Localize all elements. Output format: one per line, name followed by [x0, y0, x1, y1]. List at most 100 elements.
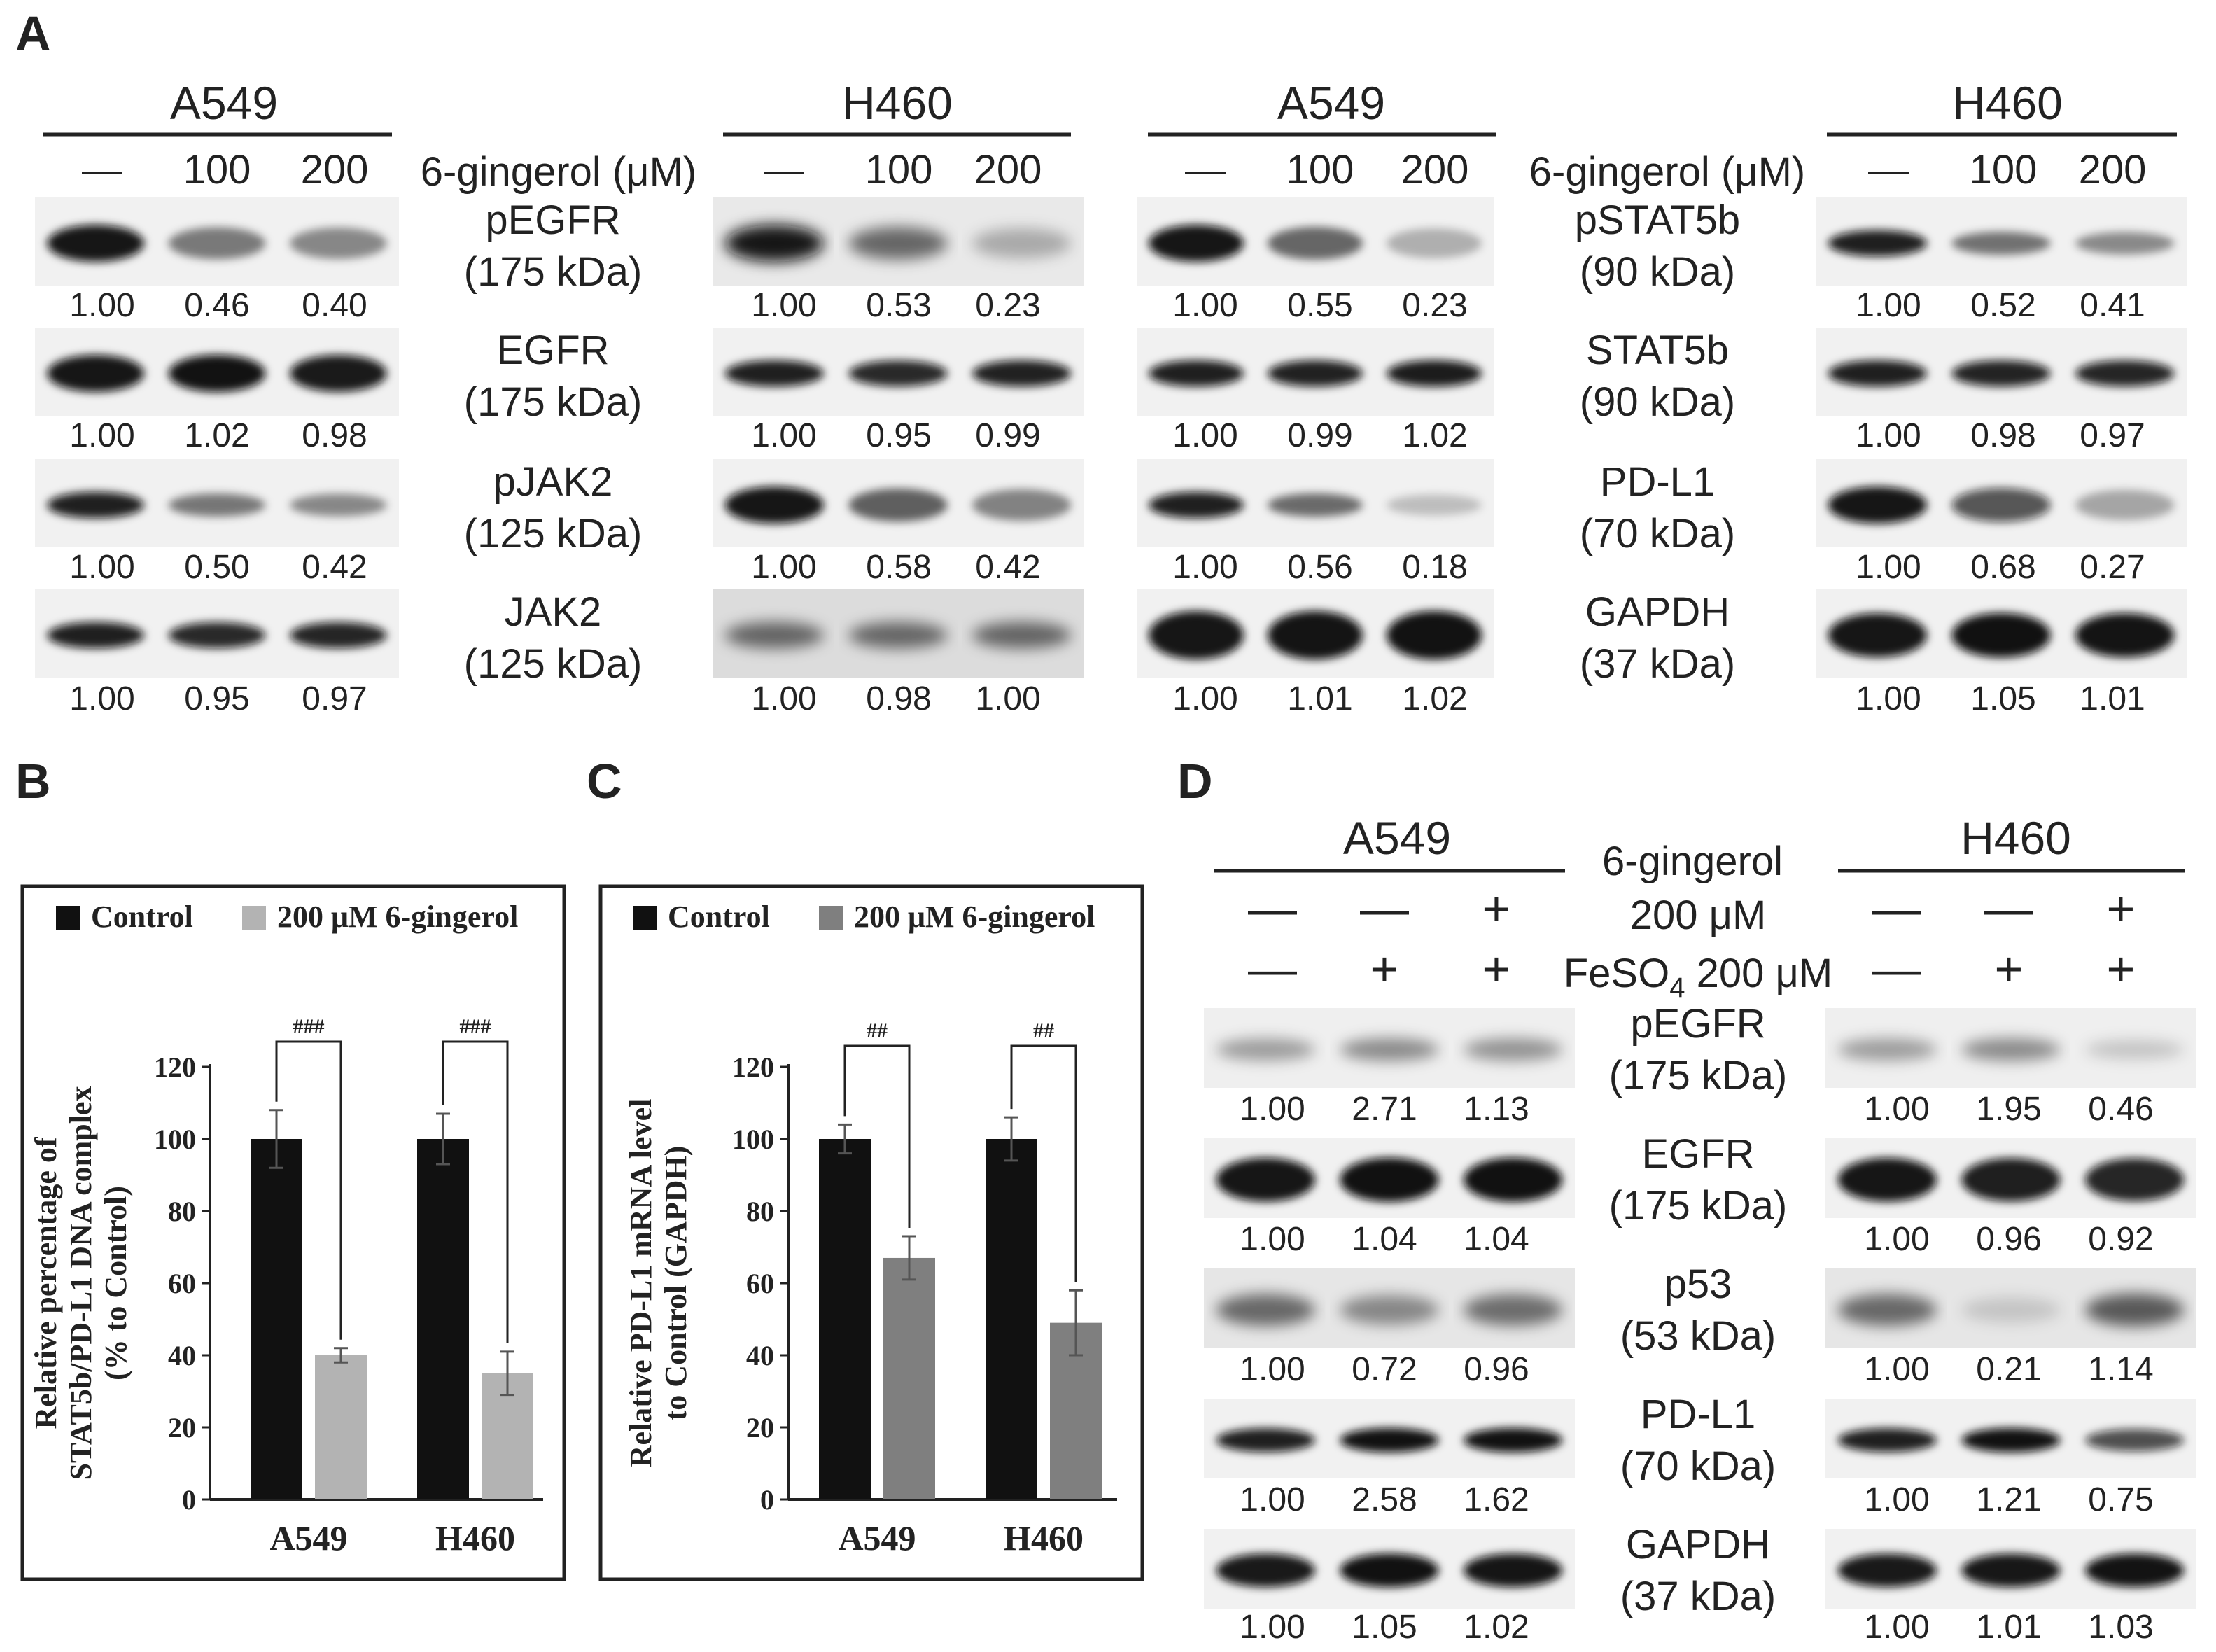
protein-band	[1387, 494, 1482, 516]
protein-band	[1268, 227, 1363, 260]
protein-band	[1340, 1295, 1439, 1325]
dose-labels-h460: — 100 200	[1868, 147, 2146, 192]
x-tick-label: A549	[269, 1518, 347, 1558]
protein-band	[1340, 1427, 1439, 1452]
significance-marker: ##	[1033, 1019, 1054, 1042]
feso4-sign: —	[1248, 941, 1297, 996]
quantification-values: 1.00 0.46 0.40 1.00 0.53 0.23 1.00 1.02 0.98 1.00…	[69, 287, 1040, 718]
feso4-treatment-label: FeSO4 200 μM	[1564, 951, 1832, 1003]
quant-value: 0.53	[866, 287, 931, 324]
quant-value: 1.00	[69, 680, 134, 718]
panel-letter-a: A	[15, 6, 51, 61]
quant-value: 0.92	[2088, 1221, 2153, 1258]
gingerol-sign: —	[1984, 881, 2033, 936]
quant-value: 1.00	[1864, 1351, 1929, 1388]
quant-value: 1.00	[1856, 680, 1921, 718]
quant-value: 0.99	[975, 417, 1040, 454]
y-tick-label: 20	[746, 1412, 774, 1443]
protein-band	[1837, 1038, 1937, 1061]
legend-swatch	[242, 906, 266, 930]
protein-name: pJAK2	[493, 459, 613, 505]
protein-band	[47, 355, 144, 392]
dose-labels-a549: — 100 200	[1185, 147, 1468, 192]
protein-band	[1464, 1037, 1563, 1061]
protein-band	[1837, 1294, 1937, 1326]
dose-label: 200	[1401, 147, 1469, 192]
quant-value: 1.00	[751, 417, 816, 454]
quant-value: 1.01	[1287, 680, 1352, 718]
significance-marker: ##	[867, 1019, 888, 1042]
bar	[417, 1139, 469, 1499]
quant-value: 0.95	[184, 680, 249, 718]
significance-bracket	[442, 1040, 509, 1343]
cell-line-h460-header: H460	[1961, 812, 2071, 864]
protein-size: (37 kDa)	[1620, 1574, 1776, 1619]
dose-labels-a549: — 100 200	[82, 147, 368, 192]
y-tick-label: 60	[746, 1268, 774, 1299]
legend-label: Control	[91, 899, 193, 934]
quant-value: 1.04	[1464, 1221, 1529, 1258]
quant-value: 1.00	[1864, 1609, 1929, 1646]
chart-frame	[20, 884, 566, 1581]
cell-line-a549-header: A549	[170, 77, 278, 129]
protein-band	[47, 225, 144, 262]
western-blots	[35, 197, 1084, 678]
quant-value: 0.40	[302, 287, 367, 324]
protein-band	[290, 355, 387, 392]
quant-value: 1.00	[1172, 680, 1237, 718]
protein-band	[1828, 486, 1927, 524]
quant-value: 1.00	[1240, 1091, 1305, 1128]
protein-band	[1837, 1157, 1937, 1202]
gingerol-sign: —	[1872, 881, 1921, 936]
quant-value: 0.97	[302, 680, 367, 718]
protein-band	[168, 354, 266, 393]
panel-a-left: A549 H460 6-gingerol (μM) — 100 200 — 100 20…	[35, 77, 1084, 718]
quant-value: 1.01	[1976, 1609, 2041, 1646]
protein-band	[2075, 489, 2175, 521]
dose-label: 100	[183, 147, 251, 192]
protein-name: STAT5b	[1586, 328, 1729, 373]
protein-band	[168, 622, 266, 649]
quant-value: 0.21	[1976, 1351, 2041, 1388]
significance-marker: ###	[293, 1015, 325, 1038]
protein-band	[1464, 1294, 1563, 1326]
protein-band	[1464, 1427, 1563, 1452]
protein-name: PD-L1	[1641, 1392, 1755, 1437]
quant-value: 1.02	[1402, 417, 1467, 454]
quant-value: 1.00	[1856, 287, 1921, 324]
protein-name: PD-L1	[1600, 459, 1715, 505]
quant-value: 1.00	[1864, 1221, 1929, 1258]
feso4-sign: —	[1872, 941, 1921, 996]
protein-band	[1828, 613, 1927, 658]
significance-marker: ###	[460, 1015, 491, 1038]
quant-value: 0.23	[1402, 287, 1467, 324]
protein-band	[47, 491, 144, 519]
dose-label: —	[1868, 147, 1909, 192]
feso4-dose: 200 μM	[1685, 951, 1833, 996]
protein-band	[1951, 360, 2051, 387]
protein-band	[2085, 1293, 2185, 1326]
protein-band	[1837, 1553, 1937, 1588]
protein-band	[1216, 1553, 1316, 1588]
protein-name: GAPDH	[1585, 589, 1730, 635]
quant-value: 1.00	[975, 680, 1040, 718]
dose-label: —	[82, 147, 122, 192]
protein-band	[848, 488, 948, 522]
legend-label: 200 μM 6-gingerol	[854, 899, 1095, 934]
quant-value: 2.58	[1352, 1481, 1417, 1518]
protein-size: (37 kDa)	[1580, 641, 1735, 687]
quant-value: 0.98	[302, 417, 367, 454]
protein-band	[168, 227, 266, 260]
protein-band	[1961, 1296, 2061, 1323]
legend-label: Control	[668, 899, 770, 934]
quant-value: 0.18	[1402, 549, 1467, 586]
protein-band	[1216, 1157, 1316, 1202]
protein-band	[724, 622, 825, 649]
x-tick-label: H460	[1004, 1518, 1084, 1558]
protein-band	[1340, 1553, 1439, 1588]
protein-size: (125 kDa)	[464, 641, 643, 687]
bar-chart-b: Control 200 μM 6-gingerol 0 20 40 60 80 100 120 R…	[29, 899, 543, 1558]
quant-value: 1.05	[1970, 680, 2035, 718]
panel-c-chart: Control 200 μM 6-gingerol 0 20 40 60 80 100 120 R…	[598, 884, 1144, 1581]
